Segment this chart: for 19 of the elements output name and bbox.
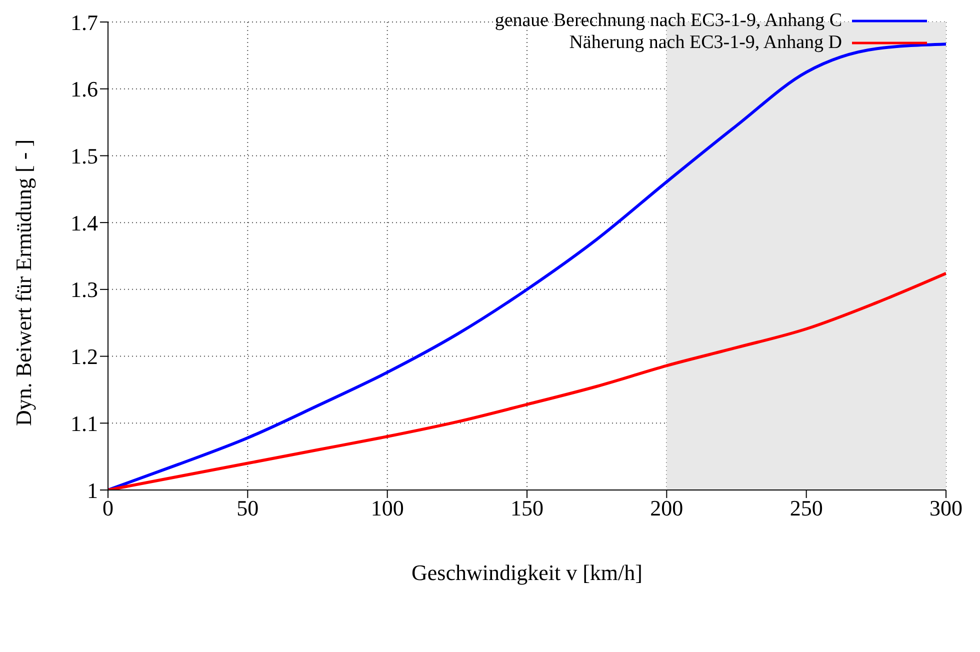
x-axis-title: Geschwindigkeit v [km/h] (412, 560, 642, 585)
x-tick-label: 0 (102, 496, 114, 521)
y-tick-label: 1.7 (70, 10, 98, 35)
y-tick-label: 1 (87, 478, 98, 503)
x-tick-label: 200 (650, 496, 684, 521)
y-axis-title: Dyn. Beiwert für Ermüdung [ - ] (10, 139, 36, 426)
y-tick-label: 1.4 (70, 210, 98, 236)
y-tick-label: 1.1 (70, 410, 98, 436)
y-tick-label: 1.2 (70, 344, 98, 370)
x-tick-label: 250 (790, 496, 823, 521)
y-tick-label: 1.6 (70, 76, 98, 102)
legend-label: genaue Berechnung nach EC3-1-9, Anhang C (494, 10, 842, 32)
legend-label: Näherung nach EC3-1-9, Anhang D (569, 32, 842, 54)
x-tick-label: 100 (370, 496, 404, 521)
y-tick-label: 1.5 (70, 144, 98, 169)
x-tick-label: 300 (930, 496, 962, 521)
x-tick-label: 50 (236, 496, 259, 521)
x-tick-label: 150 (510, 496, 544, 521)
y-tick-label: 1.3 (70, 277, 98, 302)
